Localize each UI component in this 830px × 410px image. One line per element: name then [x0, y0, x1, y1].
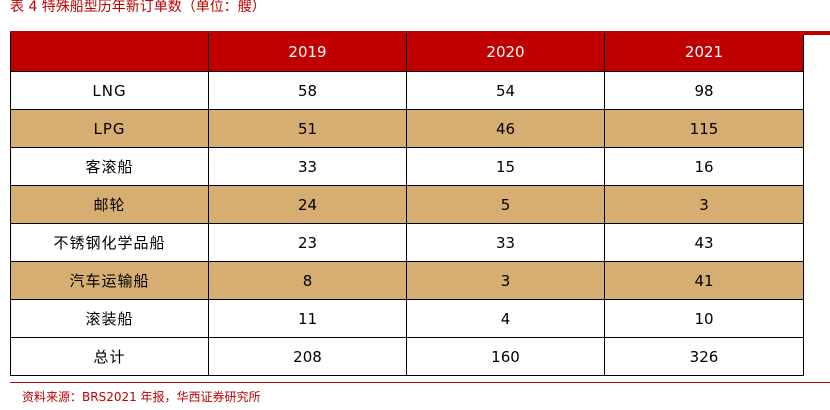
table-cell: 23: [208, 223, 407, 262]
table-cell: 8: [208, 261, 407, 300]
row-label: 不锈钢化学品船: [10, 223, 209, 262]
table-cell: 58: [208, 71, 407, 110]
row-label: 汽车运输船: [10, 261, 209, 300]
table-cell: 43: [604, 223, 804, 262]
table-cell: 3: [406, 261, 605, 300]
new-orders-table: 2019 2020 2021 LNG 58 54 98 LPG 51 46 11…: [10, 33, 804, 376]
top-rule: [10, 31, 830, 33]
table-cell: 208: [208, 337, 407, 376]
table-cell: 10: [604, 299, 804, 338]
table-cell: 51: [208, 109, 407, 148]
table-row: LNG 58 54 98: [10, 71, 804, 110]
table-cell: 46: [406, 109, 605, 148]
table-row: 客滚船 33 15 16: [10, 147, 804, 186]
table-cell: 98: [604, 71, 804, 110]
row-label: 总计: [10, 337, 209, 376]
bottom-rule: [10, 382, 830, 383]
table-row: LPG 51 46 115: [10, 109, 804, 148]
source-note: 资料来源：BRS2021 年报，华西证券研究所: [22, 390, 261, 404]
row-label: 客滚船: [10, 147, 209, 186]
table-cell: 5: [406, 185, 605, 224]
table-caption: 表 4 特殊船型历年新订单数（单位：艘）: [10, 0, 266, 15]
row-label: 邮轮: [10, 185, 209, 224]
table-cell: 326: [604, 337, 804, 376]
table-cell: 33: [406, 223, 605, 262]
table-row: 邮轮 24 5 3: [10, 185, 804, 224]
header-cell-2020: 2020: [406, 33, 605, 72]
header-cell-2019: 2019: [208, 33, 407, 72]
table-cell: 160: [406, 337, 605, 376]
table-cell: 54: [406, 71, 605, 110]
table-row: 不锈钢化学品船 23 33 43: [10, 223, 804, 262]
header-rule-extension: [803, 33, 830, 35]
table-header-row: 2019 2020 2021: [10, 33, 804, 72]
table-cell: 16: [604, 147, 804, 186]
table-row-total: 总计 208 160 326: [10, 337, 804, 376]
table-cell: 24: [208, 185, 407, 224]
row-label: LNG: [10, 71, 209, 110]
table-cell: 115: [604, 109, 804, 148]
row-label: LPG: [10, 109, 209, 148]
table-cell: 33: [208, 147, 407, 186]
table-cell: 3: [604, 185, 804, 224]
table-cell: 15: [406, 147, 605, 186]
header-cell-2021: 2021: [604, 33, 804, 72]
row-label: 滚装船: [10, 299, 209, 338]
table-cell: 4: [406, 299, 605, 338]
table-cell: 11: [208, 299, 407, 338]
table-cell: 41: [604, 261, 804, 300]
table-row: 滚装船 11 4 10: [10, 299, 804, 338]
header-cell-blank: [10, 33, 209, 72]
table-row: 汽车运输船 8 3 41: [10, 261, 804, 300]
